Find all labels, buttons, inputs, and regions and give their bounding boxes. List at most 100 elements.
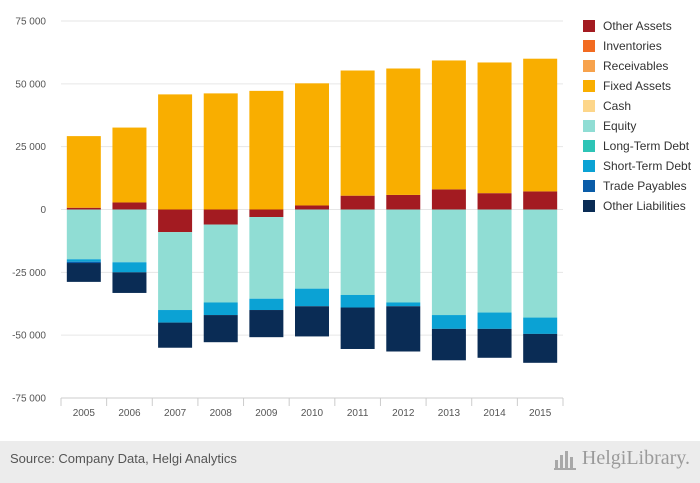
legend-swatch [583, 140, 595, 152]
legend-item-long-term-debt: Long-Term Debt [583, 136, 691, 156]
legend-swatch [583, 20, 595, 32]
y-tick-label: 25 000 [15, 142, 46, 153]
legend-item-short-term-debt: Short-Term Debt [583, 156, 691, 176]
bar-other-liabilities-2012 [386, 306, 421, 352]
bar-other-liabilities-2005 [66, 263, 101, 282]
bar-equity-2011 [340, 209, 375, 295]
bar-fixed-assets-2009 [249, 90, 284, 210]
bar-other-assets-2009 [249, 209, 284, 218]
legend-swatch [583, 160, 595, 172]
bar-short-term-debt-2006 [112, 262, 147, 273]
bar-short-term-debt-2008 [203, 302, 238, 316]
legend-label: Equity [603, 119, 637, 133]
y-tick-label: -75 000 [12, 394, 46, 405]
bar-equity-2007 [158, 232, 193, 311]
bar-fixed-assets-2005 [66, 136, 101, 208]
legend-item-other-assets: Other Assets [583, 16, 691, 36]
y-tick-label: 75 000 [15, 17, 46, 28]
bar-short-term-debt-2005 [66, 259, 101, 262]
bar-fixed-assets-2010 [295, 83, 329, 206]
x-tick-label: 2009 [255, 408, 278, 419]
bar-short-term-debt-2015 [523, 317, 558, 334]
y-tick-label: 0 [40, 205, 46, 216]
legend-item-inventories: Inventories [583, 36, 691, 56]
bar-other-assets-2008 [203, 209, 238, 225]
source-note: Source: Company Data, Helgi Analytics [10, 451, 237, 466]
bar-short-term-debt-2007 [158, 310, 193, 323]
legend-label: Trade Payables [603, 179, 687, 193]
bar-fixed-assets-2007 [158, 94, 193, 210]
bar-fixed-assets-2012 [386, 68, 421, 195]
legend-swatch [583, 120, 595, 132]
bar-fixed-assets-2006 [112, 127, 147, 203]
bar-equity-2014 [477, 209, 512, 313]
brand-name: HelgiLibrary. [581, 447, 690, 469]
legend-item-equity: Equity [583, 116, 691, 136]
stacked-bar-chart: 75 000 50 000 25 000 0 -25 000 -50 000 -75 000… [12, 17, 564, 420]
y-tick-label: 50 000 [15, 79, 46, 90]
axes [60, 397, 564, 406]
bar-short-term-debt-2009 [249, 298, 284, 311]
bar-stacks [66, 58, 558, 363]
x-tick-label: 2008 [210, 408, 233, 419]
tick-labels: 75 000 50 000 25 000 0 -25 000 -50 000 -75 000… [12, 17, 552, 420]
bar-other-liabilities-2011 [340, 307, 375, 349]
legend-label: Receivables [603, 59, 669, 73]
bar-other-assets-2005 [66, 207, 101, 210]
legend-label: Inventories [603, 39, 662, 53]
bar-equity-2015 [523, 209, 558, 318]
y-tick-label: -50 000 [12, 331, 46, 342]
bar-other-liabilities-2009 [249, 310, 284, 338]
bar-short-term-debt-2014 [477, 312, 512, 329]
bar-other-liabilities-2015 [523, 333, 558, 363]
legend-swatch [583, 100, 595, 112]
bar-trade-payables-2005 [66, 261, 101, 264]
legend-swatch [583, 200, 595, 212]
legend-item-fixed-assets: Fixed Assets [583, 76, 691, 96]
x-tick-label: 2010 [301, 408, 324, 419]
legend-label: Fixed Assets [603, 79, 672, 93]
bar-fixed-assets-2008 [203, 93, 238, 210]
x-tick-label: 2013 [438, 408, 461, 419]
legend-item-receivables: Receivables [583, 56, 691, 76]
legend: Other Assets Inventories Receivables Fixed … [583, 16, 691, 216]
bar-other-assets-2007 [158, 209, 193, 233]
bar-short-term-debt-2010 [295, 288, 329, 307]
x-tick-label: 2015 [529, 408, 552, 419]
bar-other-assets-2010 [295, 205, 329, 210]
legend-label: Long-Term Debt [603, 139, 690, 153]
bar-other-assets-2006 [112, 202, 147, 210]
bar-other-assets-2015 [523, 191, 558, 210]
bar-equity-2010 [295, 209, 329, 289]
bar-equity-2013 [431, 209, 466, 316]
bar-other-liabilities-2013 [431, 328, 466, 361]
x-tick-label: 2007 [164, 408, 187, 419]
bar-equity-2006 [112, 209, 147, 263]
bar-short-term-debt-2013 [431, 315, 466, 329]
y-tick-label: -25 000 [12, 268, 46, 279]
x-tick-label: 2014 [483, 408, 506, 419]
legend-label: Short-Term Debt [603, 159, 692, 173]
legend-label: Other Liabilities [603, 199, 686, 213]
legend-label: Other Assets [603, 19, 672, 33]
x-tick-label: 2005 [73, 408, 96, 419]
footer: Source: Company Data, Helgi Analytics He… [0, 441, 700, 483]
legend-label: Cash [603, 99, 632, 113]
bar-other-liabilities-2010 [295, 306, 329, 337]
bar-other-liabilities-2008 [203, 315, 238, 343]
bar-fixed-assets-2013 [431, 60, 466, 190]
legend-item-trade-payables: Trade Payables [583, 176, 691, 196]
bar-other-assets-2011 [340, 195, 375, 210]
bar-other-liabilities-2007 [158, 322, 193, 348]
bar-other-assets-2014 [477, 193, 512, 210]
bar-other-liabilities-2014 [477, 328, 512, 358]
brand-logo: HelgiLibrary. [553, 447, 690, 470]
bar-chart-logo-icon [553, 450, 576, 470]
legend-item-cash: Cash [583, 96, 691, 116]
legend-swatch [583, 60, 595, 72]
bar-equity-2009 [249, 217, 284, 299]
x-tick-label: 2006 [118, 408, 141, 419]
bar-equity-2005 [66, 209, 101, 260]
bar-other-assets-2012 [386, 194, 421, 210]
bar-short-term-debt-2011 [340, 294, 375, 308]
